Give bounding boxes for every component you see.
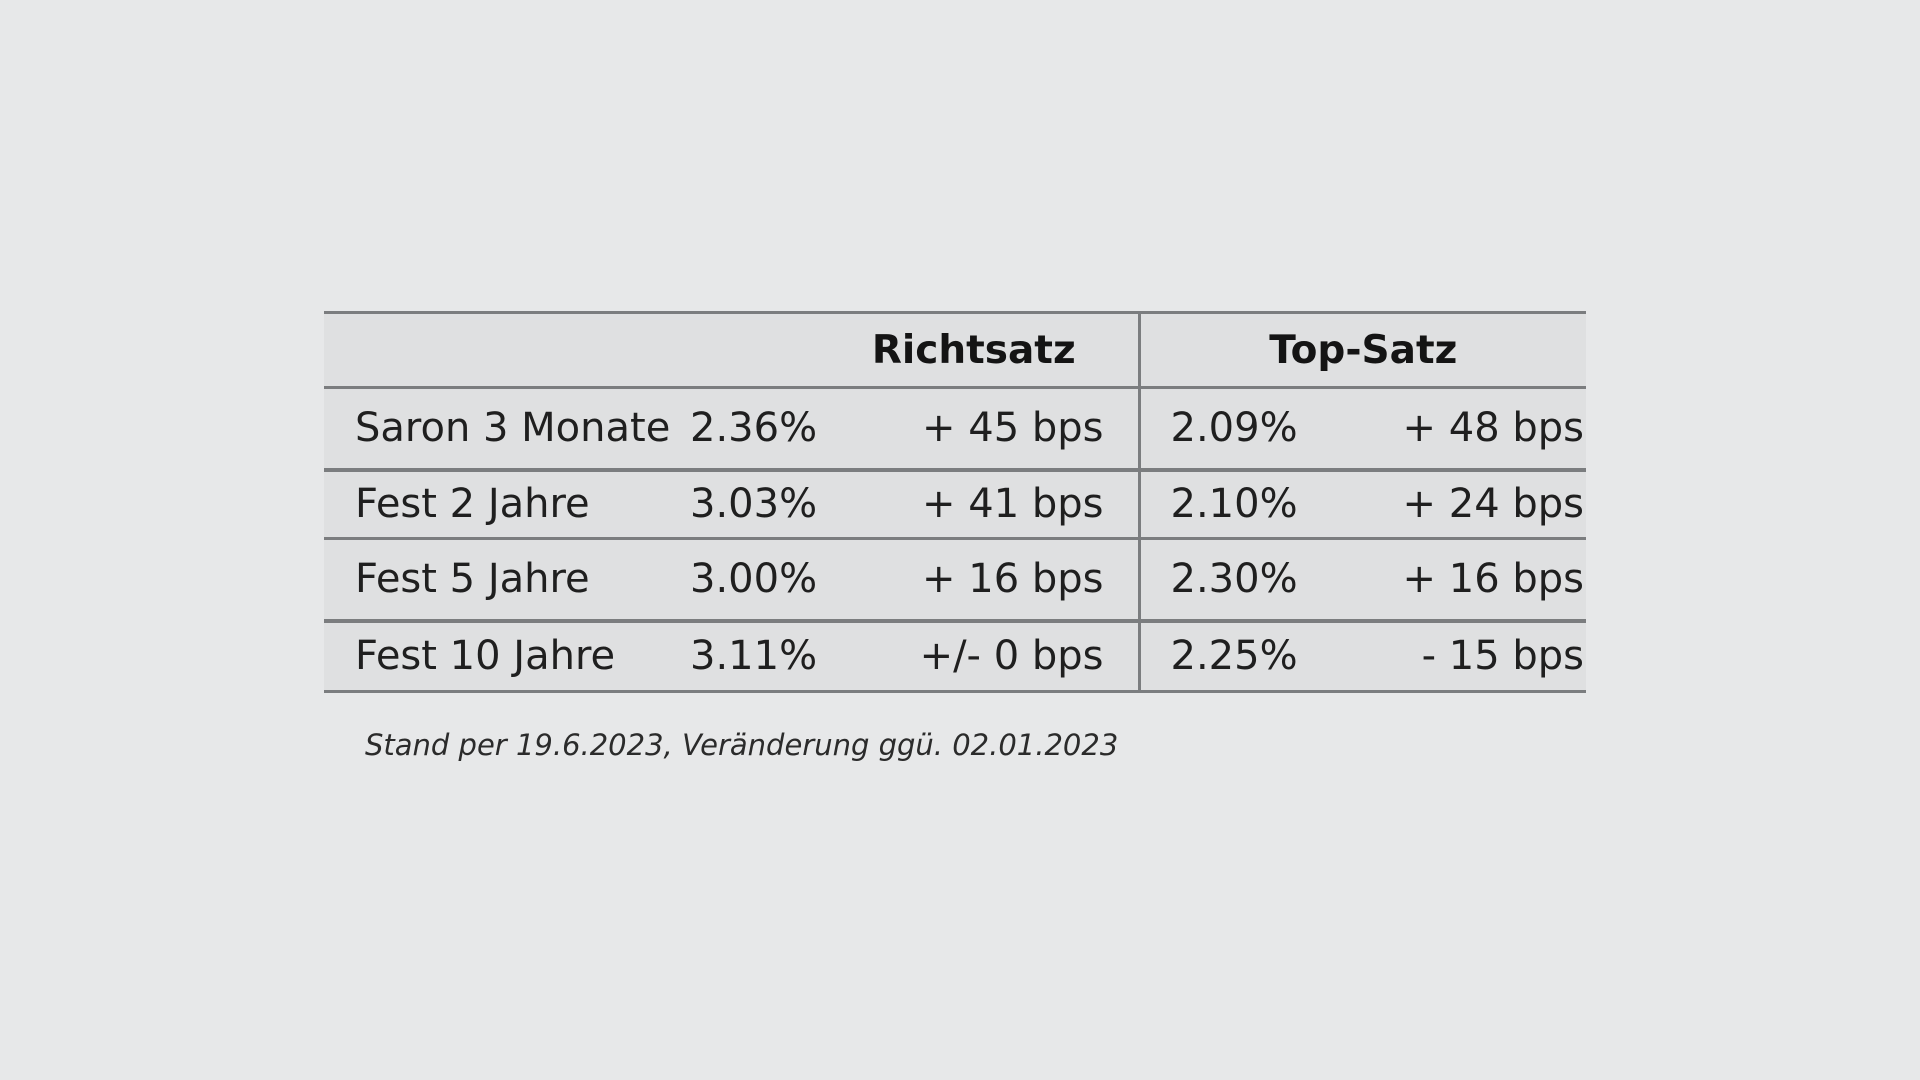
richtsatz-rate: 3.00% [690, 538, 845, 623]
richtsatz-change: + 41 bps [845, 469, 1139, 540]
table-row: Fest 5 Jahre 3.00% + 16 bps 2.30% + 16 b… [324, 538, 1587, 623]
header-richtsatz: Richtsatz [690, 311, 1139, 389]
mortgage-rate-table: Richtsatz Top-Satz Saron 3 Monate 2.36% … [324, 311, 1587, 693]
top-satz-rate: 2.25% [1137, 620, 1374, 693]
row-label: Fest 2 Jahre [324, 469, 690, 540]
top-satz-change: + 16 bps [1374, 538, 1587, 623]
richtsatz-rate: 2.36% [690, 387, 845, 472]
richtsatz-rate: 3.11% [690, 620, 845, 693]
table-row: Fest 2 Jahre 3.03% + 41 bps 2.10% + 24 b… [324, 469, 1587, 540]
table-row: Fest 10 Jahre 3.11% +/- 0 bps 2.25% - 15… [324, 620, 1587, 693]
richtsatz-change: + 16 bps [845, 538, 1139, 623]
table-footnote: Stand per 19.6.2023, Veränderung ggü. 02… [365, 728, 1119, 762]
top-satz-rate: 2.10% [1137, 469, 1374, 540]
header-label-cell [324, 311, 690, 389]
richtsatz-change: + 45 bps [845, 387, 1139, 472]
richtsatz-change: +/- 0 bps [845, 620, 1139, 693]
top-satz-change: + 48 bps [1374, 387, 1587, 472]
top-satz-rate: 2.09% [1137, 387, 1374, 472]
row-label: Fest 5 Jahre [324, 538, 690, 623]
top-satz-rate: 2.30% [1137, 538, 1374, 623]
richtsatz-rate: 3.03% [690, 469, 845, 540]
table-row: Saron 3 Monate 2.36% + 45 bps 2.09% + 48… [324, 387, 1587, 472]
top-satz-change: + 24 bps [1374, 469, 1587, 540]
top-satz-change: - 15 bps [1374, 620, 1587, 693]
row-label: Saron 3 Monate [324, 387, 690, 472]
rate-table-container: Richtsatz Top-Satz Saron 3 Monate 2.36% … [324, 311, 1587, 693]
header-top-satz: Top-Satz [1137, 311, 1587, 389]
row-label: Fest 10 Jahre [324, 620, 690, 693]
table-header-row: Richtsatz Top-Satz [324, 311, 1587, 389]
